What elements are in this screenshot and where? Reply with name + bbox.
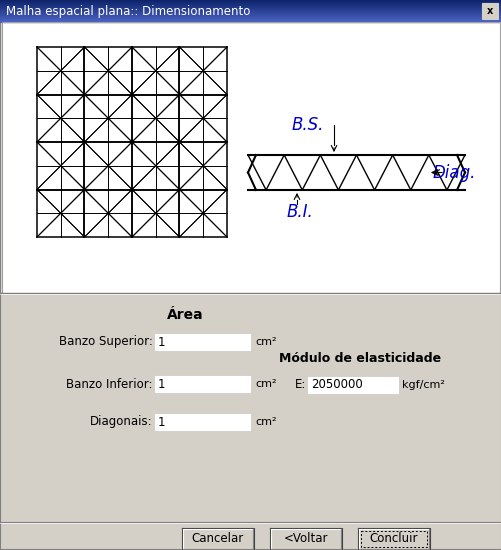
Text: Área: Área bbox=[166, 308, 203, 322]
Text: 2050000: 2050000 bbox=[311, 378, 362, 392]
Bar bbox=[155, 376, 249, 392]
Bar bbox=[0, 4, 501, 5]
Text: cm²: cm² bbox=[255, 379, 276, 389]
Bar bbox=[155, 334, 249, 350]
Text: 1: 1 bbox=[158, 415, 165, 428]
Bar bbox=[0, 7, 501, 8]
Bar bbox=[0, 20, 501, 21]
Bar bbox=[0, 18, 501, 19]
Bar bbox=[0, 12, 501, 13]
Text: Banzo Superior:: Banzo Superior: bbox=[59, 336, 153, 349]
Text: E:: E: bbox=[294, 378, 306, 392]
Text: Diag.: Diag. bbox=[432, 163, 475, 182]
Text: kgf/cm²: kgf/cm² bbox=[401, 380, 444, 390]
Text: Banzo Inferior:: Banzo Inferior: bbox=[66, 377, 153, 390]
Bar bbox=[0, 0, 501, 1]
Text: Malha espacial plana:: Dimensionamento: Malha espacial plana:: Dimensionamento bbox=[6, 4, 250, 18]
Text: 1: 1 bbox=[158, 336, 165, 349]
Bar bbox=[0, 16, 501, 17]
Bar bbox=[0, 9, 501, 10]
Bar bbox=[0, 8, 501, 9]
Text: B.I.: B.I. bbox=[287, 203, 313, 221]
Bar bbox=[270, 528, 341, 550]
Bar bbox=[2, 22, 499, 293]
Bar bbox=[0, 3, 501, 4]
Bar bbox=[2, 22, 499, 293]
Bar bbox=[0, 13, 501, 14]
Bar bbox=[0, 10, 501, 11]
Text: Cancelar: Cancelar bbox=[191, 532, 243, 546]
Bar bbox=[0, 15, 501, 16]
Text: B.S.: B.S. bbox=[292, 116, 324, 134]
Bar bbox=[182, 528, 254, 550]
Text: 1: 1 bbox=[158, 377, 165, 390]
Text: <Voltar: <Voltar bbox=[283, 532, 328, 546]
Text: Módulo de elasticidade: Módulo de elasticidade bbox=[279, 351, 440, 365]
Bar bbox=[0, 14, 501, 15]
Bar bbox=[0, 11, 501, 12]
Text: Concluir: Concluir bbox=[369, 532, 417, 546]
Bar bbox=[0, 5, 501, 6]
Bar bbox=[0, 6, 501, 7]
Bar bbox=[0, 21, 501, 22]
Bar bbox=[155, 414, 249, 430]
Bar bbox=[0, 1, 501, 2]
Text: Diagonais:: Diagonais: bbox=[90, 415, 153, 428]
Text: cm²: cm² bbox=[255, 417, 276, 427]
Bar bbox=[0, 2, 501, 3]
Bar bbox=[357, 528, 429, 550]
Bar bbox=[360, 531, 426, 547]
Bar bbox=[0, 19, 501, 20]
Bar bbox=[481, 3, 497, 19]
Bar bbox=[0, 17, 501, 18]
Bar bbox=[308, 377, 397, 393]
Text: cm²: cm² bbox=[255, 337, 276, 347]
Text: x: x bbox=[486, 6, 492, 16]
